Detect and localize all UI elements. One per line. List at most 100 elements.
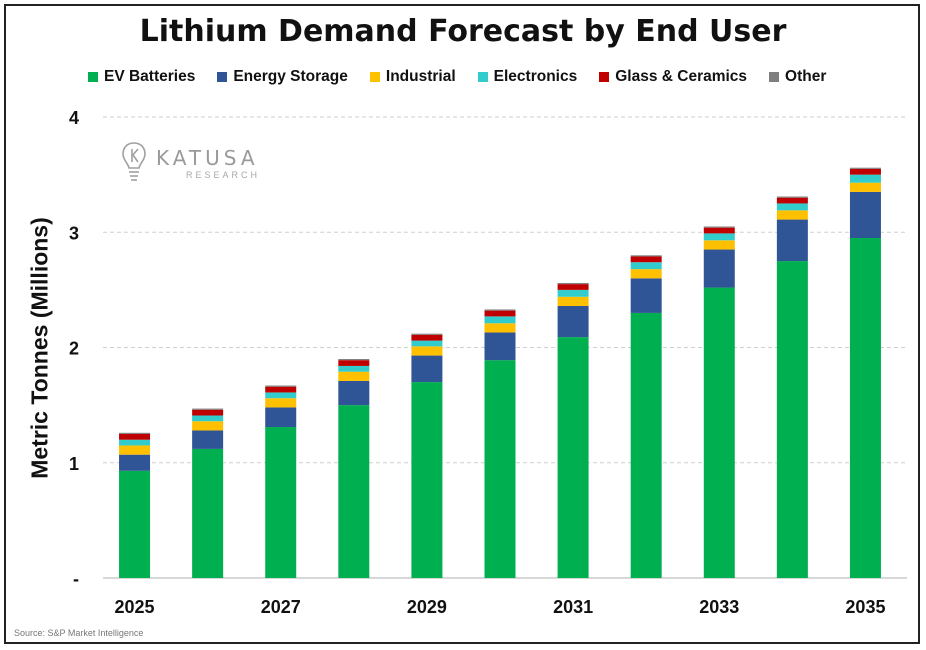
legend-swatch xyxy=(599,72,610,82)
bar-segment xyxy=(119,432,151,434)
legend-label: Industrial xyxy=(385,68,456,85)
logo-sub: RESEARCH xyxy=(186,170,261,180)
x-tick-label: 2025 xyxy=(115,597,155,617)
legend-item-electronics: Electronics xyxy=(477,68,578,86)
bar-segment xyxy=(849,167,881,169)
bar-segment xyxy=(119,445,151,455)
bar-segment xyxy=(557,296,589,307)
bar-segment xyxy=(557,282,589,285)
bar-segment xyxy=(849,174,881,183)
bar-segment xyxy=(265,386,297,393)
legend-swatch xyxy=(88,72,98,82)
bar-segment xyxy=(703,227,735,234)
bar-segment xyxy=(630,278,662,313)
bar-segment xyxy=(192,408,224,410)
legend: EV Batteries Energy Storage Industrial E… xyxy=(88,68,826,86)
chart-title: Lithium Demand Forecast by End User xyxy=(139,14,787,49)
bar-segment xyxy=(265,407,297,428)
bar-segment xyxy=(411,333,443,335)
bar-segment xyxy=(557,337,589,578)
bar-segment xyxy=(411,340,443,347)
bar-segment xyxy=(630,255,662,257)
legend-swatch xyxy=(477,72,488,82)
y-tick-label: 3 xyxy=(69,223,79,243)
bar-segment xyxy=(484,360,516,578)
bar-segment xyxy=(192,430,224,449)
lightbulb-k-icon xyxy=(122,142,146,181)
bar-segment xyxy=(265,427,297,578)
bar-segment xyxy=(557,306,589,338)
bar-segment xyxy=(265,398,297,408)
legend-item-other: Other xyxy=(769,68,826,86)
y-tick-label: 2 xyxy=(69,339,79,359)
y-tick-label: 4 xyxy=(69,108,79,128)
bar-segment xyxy=(338,371,370,381)
bar-segment xyxy=(630,256,662,263)
legend-swatch xyxy=(217,72,228,82)
legend-label: EV Batteries xyxy=(104,68,196,85)
bar-segment xyxy=(849,182,881,192)
bar-segment xyxy=(849,238,881,578)
bar-segment xyxy=(192,448,224,578)
bar-segment xyxy=(411,355,443,383)
katusa-logo: KATUSA RESEARCH xyxy=(120,140,260,186)
legend-swatch xyxy=(369,72,380,82)
legend-label: Electronics xyxy=(493,68,578,85)
bar-segment xyxy=(484,316,516,324)
y-tick-label: - xyxy=(73,569,79,589)
bar-segment xyxy=(703,226,735,228)
y-tick-label: 1 xyxy=(69,454,79,474)
x-tick-label: 2031 xyxy=(553,597,593,617)
bar-segment xyxy=(557,289,589,297)
bar-segment xyxy=(192,409,224,416)
bar-segment xyxy=(484,310,516,317)
legend-swatch xyxy=(769,72,780,82)
bar-segment xyxy=(411,346,443,356)
bar-segment xyxy=(484,309,516,311)
x-tick-label: 2029 xyxy=(407,597,447,617)
x-tick-label: 2027 xyxy=(261,597,301,617)
bar-segment xyxy=(119,439,151,446)
bar-segment xyxy=(776,197,808,204)
bar-segment xyxy=(557,284,589,290)
bar-segment xyxy=(192,415,224,422)
bar-segment xyxy=(338,359,370,361)
x-tick-label: 2035 xyxy=(845,597,885,617)
bar-segment xyxy=(265,392,297,399)
x-tick-label: 2033 xyxy=(699,597,739,617)
bar-segment xyxy=(338,380,370,406)
bar-segment xyxy=(703,240,735,250)
bar-segment xyxy=(776,210,808,220)
bar-segment xyxy=(703,233,735,241)
bar-segment xyxy=(338,405,370,578)
legend-item-ev: EV Batteries xyxy=(88,68,195,86)
bar-segment xyxy=(630,312,662,578)
bar-segment xyxy=(776,203,808,211)
bar-segment xyxy=(411,334,443,341)
bar-segment xyxy=(703,287,735,578)
bar-segment xyxy=(119,433,151,440)
logo-name: KATUSA xyxy=(156,146,259,170)
source-note: Source: S&P Market Intelligence xyxy=(14,628,144,638)
legend-item-storage: Energy Storage xyxy=(217,68,348,86)
bar-segment xyxy=(849,168,881,175)
bar-segment xyxy=(776,219,808,262)
legend-label: Other xyxy=(785,68,827,85)
bar-segment xyxy=(776,261,808,578)
bar-segment xyxy=(630,262,662,270)
bar-segment xyxy=(119,470,151,578)
bar-segment xyxy=(776,196,808,198)
bar-segment xyxy=(703,249,735,288)
legend-item-glass: Glass & Ceramics xyxy=(599,68,747,86)
legend-item-industrial: Industrial xyxy=(369,68,456,86)
bar-segment xyxy=(338,360,370,366)
legend-label: Glass & Ceramics xyxy=(615,68,748,85)
bar-segment xyxy=(411,382,443,578)
chart-frame xyxy=(4,4,920,644)
bar-segment xyxy=(338,365,370,372)
bar-segment xyxy=(192,421,224,431)
legend-label: Energy Storage xyxy=(233,68,348,85)
bar-segment xyxy=(119,454,151,471)
bar-segment xyxy=(630,269,662,279)
